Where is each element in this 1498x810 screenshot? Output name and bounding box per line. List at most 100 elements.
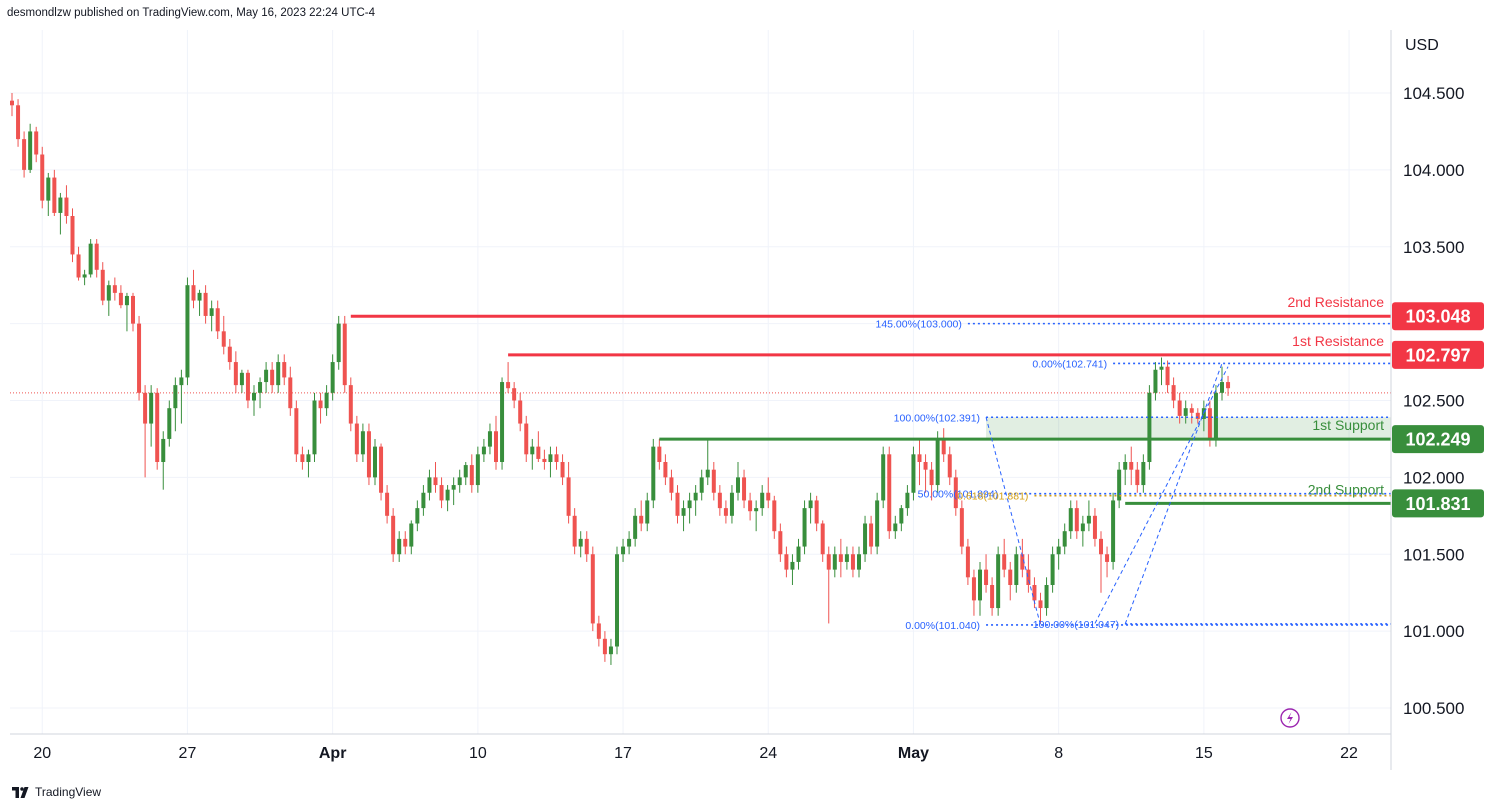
candle-body bbox=[258, 382, 263, 393]
candle-body bbox=[621, 546, 626, 555]
price-label-box bbox=[1392, 340, 1484, 369]
candle-body bbox=[711, 469, 716, 493]
candle-body bbox=[512, 388, 517, 401]
candle-body bbox=[814, 500, 819, 524]
candle-body bbox=[1165, 366, 1170, 386]
candle-body bbox=[221, 331, 226, 347]
candle-body bbox=[1086, 515, 1091, 524]
candle-body bbox=[82, 274, 87, 278]
candle-body bbox=[433, 477, 438, 486]
currency-label: USD bbox=[1405, 37, 1439, 54]
time-tick-label: May bbox=[898, 745, 929, 762]
candle-body bbox=[723, 508, 728, 516]
time-tick-label: 17 bbox=[614, 745, 632, 762]
candle-body bbox=[911, 454, 916, 493]
candle-body bbox=[742, 477, 747, 501]
candle-body bbox=[959, 508, 964, 547]
candle-body bbox=[929, 469, 934, 486]
candle-body bbox=[935, 438, 940, 486]
level-label: 2nd Resistance bbox=[1287, 294, 1384, 310]
fib-level-label: 145.00%(103.000) bbox=[875, 319, 961, 331]
candle-body bbox=[118, 292, 123, 306]
candle-body bbox=[131, 295, 135, 324]
candle-body bbox=[354, 423, 359, 455]
candle-body bbox=[863, 523, 868, 555]
candle-body bbox=[469, 465, 474, 486]
price-tick-label: 101.500 bbox=[1403, 545, 1464, 564]
time-tick-label: 15 bbox=[1195, 745, 1213, 762]
fib-level-label: 50.00%(101.894) bbox=[918, 489, 999, 501]
candle-body bbox=[427, 477, 432, 493]
candle-body bbox=[312, 400, 317, 455]
fib-diagonal bbox=[985, 417, 1041, 626]
candle-body bbox=[481, 446, 486, 455]
time-tick-label: 22 bbox=[1340, 745, 1358, 762]
price-label-text: 102.797 bbox=[1405, 345, 1470, 365]
candle-body bbox=[850, 554, 855, 570]
candle-body bbox=[330, 362, 335, 393]
tradingview-logo-icon bbox=[12, 786, 29, 798]
candle-body bbox=[524, 423, 529, 455]
candle-body bbox=[748, 500, 753, 512]
candle-body bbox=[645, 500, 650, 524]
candle-body bbox=[324, 392, 329, 409]
candle-body bbox=[1117, 469, 1122, 501]
candle-body bbox=[348, 385, 353, 424]
candle-body bbox=[518, 400, 523, 424]
candle-body bbox=[1183, 408, 1188, 416]
candle-body bbox=[403, 538, 408, 547]
candle-body bbox=[669, 477, 674, 493]
fib-level-label: 100.00%(101.047) bbox=[1033, 619, 1119, 631]
candle-body bbox=[554, 454, 559, 462]
candle-body bbox=[838, 554, 843, 562]
candle-body bbox=[34, 131, 39, 155]
candle-body bbox=[318, 400, 323, 409]
candle-body bbox=[1207, 408, 1212, 439]
candle-body bbox=[58, 197, 63, 213]
candle-body bbox=[1074, 508, 1079, 532]
candle-body bbox=[651, 446, 656, 501]
candle-body bbox=[1177, 400, 1182, 416]
candle-body bbox=[1068, 508, 1073, 532]
candle-body bbox=[391, 515, 396, 555]
support-zone bbox=[986, 417, 1391, 440]
candle-body bbox=[46, 177, 51, 201]
candle-body bbox=[857, 554, 861, 570]
candle-body bbox=[457, 477, 462, 486]
candle-body bbox=[566, 477, 571, 516]
candle-body bbox=[941, 438, 946, 455]
candle-body bbox=[264, 369, 269, 383]
candle-body bbox=[1105, 554, 1110, 562]
candle-body bbox=[300, 454, 305, 462]
candle-body bbox=[227, 346, 232, 363]
candle-body bbox=[40, 154, 45, 201]
candle-body bbox=[1226, 382, 1231, 389]
candle-body bbox=[1111, 500, 1116, 562]
candle-body bbox=[717, 492, 722, 509]
candle-body bbox=[681, 508, 686, 516]
candle-body bbox=[990, 585, 995, 609]
candle-body bbox=[342, 323, 347, 386]
candle-body bbox=[276, 362, 281, 386]
price-tick-label: 100.500 bbox=[1403, 699, 1464, 718]
candle-body bbox=[16, 105, 21, 140]
price-axis-background bbox=[1391, 30, 1498, 770]
candle-body bbox=[736, 477, 740, 493]
candle-body bbox=[506, 382, 511, 389]
fib-diagonal bbox=[1094, 366, 1229, 624]
candle-body bbox=[1002, 554, 1007, 570]
candle-body bbox=[584, 538, 589, 555]
candle-body bbox=[191, 285, 196, 301]
candle-body bbox=[1220, 382, 1224, 393]
footer-brand-text: TradingView bbox=[35, 785, 102, 799]
lightning-icon[interactable] bbox=[1280, 708, 1300, 728]
candle-body bbox=[270, 369, 275, 386]
candle-body bbox=[627, 538, 632, 547]
candle-body bbox=[881, 454, 886, 501]
candle-body bbox=[1050, 554, 1055, 585]
candle-body bbox=[971, 577, 976, 601]
candle-body bbox=[88, 243, 93, 275]
candle-body bbox=[173, 385, 178, 409]
grid bbox=[10, 30, 1391, 734]
